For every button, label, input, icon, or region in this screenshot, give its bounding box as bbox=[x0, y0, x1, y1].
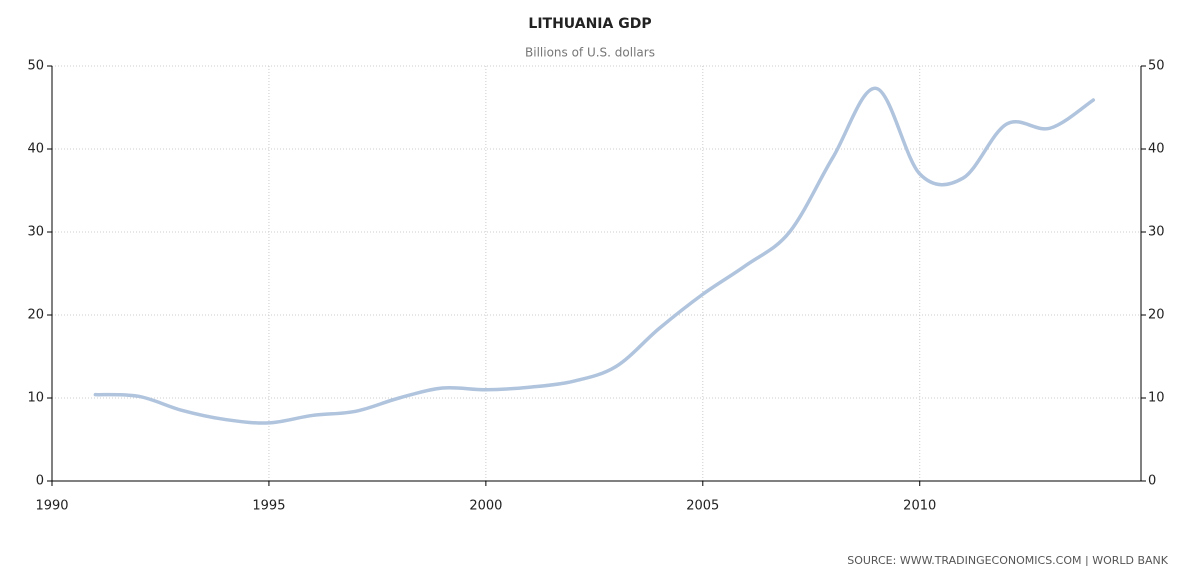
y-tick-label: 50 bbox=[27, 59, 44, 74]
x-tick-label: 2005 bbox=[686, 499, 719, 514]
x-tick-label: 1990 bbox=[35, 499, 68, 514]
y2-tick-label: 50 bbox=[1148, 59, 1165, 74]
y-tick-label: 30 bbox=[27, 225, 44, 240]
chart-title: LITHUANIA GDP bbox=[528, 16, 651, 32]
y-tick-label: 10 bbox=[27, 391, 44, 406]
source-note: SOURCE: WWW.TRADINGECONOMICS.COM | WORLD… bbox=[847, 554, 1169, 566]
y2-tick-label: 20 bbox=[1148, 308, 1165, 323]
y2-tick-label: 10 bbox=[1148, 391, 1165, 406]
y2-tick-label: 30 bbox=[1148, 225, 1165, 240]
x-tick-label: 2000 bbox=[469, 499, 502, 514]
y2-tick-label: 40 bbox=[1148, 142, 1165, 157]
x-tick-label: 2010 bbox=[903, 499, 936, 514]
data-line bbox=[93, 86, 1096, 425]
y-tick-label: 40 bbox=[27, 142, 44, 157]
chart-subtitle: Billions of U.S. dollars bbox=[525, 46, 655, 60]
y-tick-label: 0 bbox=[36, 474, 44, 489]
y-tick-label: 20 bbox=[27, 308, 44, 323]
y2-tick-label: 0 bbox=[1148, 474, 1156, 489]
x-tick-label: 1995 bbox=[252, 499, 285, 514]
